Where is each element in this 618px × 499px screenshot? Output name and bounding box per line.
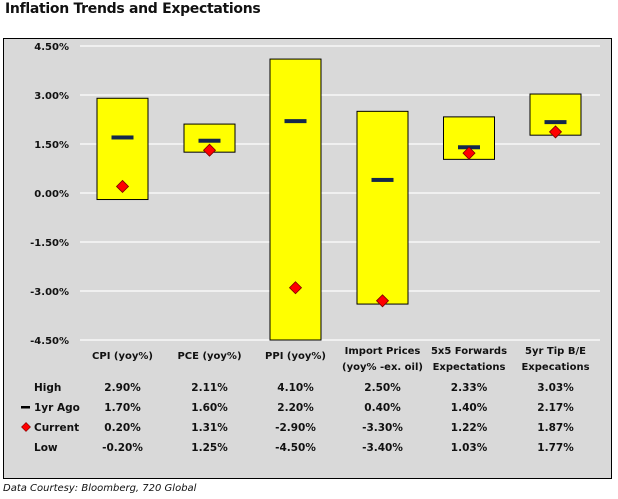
table-cell: 3.03% (537, 382, 574, 394)
y-tick-label: -1.50% (30, 238, 69, 249)
category-label: Expecations (521, 362, 589, 373)
year-ago-marker (111, 135, 134, 140)
table-row-label: Current (34, 422, 79, 434)
current-legend-icon (21, 422, 31, 432)
table-cell: 1.87% (537, 422, 574, 434)
current-marker (288, 281, 303, 295)
table-cell: 1.31% (191, 422, 228, 434)
year-ago-marker (371, 177, 394, 182)
category-label: 5x5 Forwards (431, 346, 507, 357)
table-cell: 0.40% (364, 402, 401, 414)
chart-title: Inflation Trends and Expectations (5, 1, 261, 17)
table-cell: 1.22% (451, 422, 488, 434)
category-label: PPI (yoy%) (265, 351, 326, 362)
table-cell: 2.90% (104, 382, 141, 394)
category-label: PCE (yoy%) (177, 351, 241, 362)
table-cell: 1.70% (104, 402, 141, 414)
category-label: (yoy% -ex. oil) (342, 362, 423, 373)
category-label: Import Prices (345, 346, 421, 357)
range-box (269, 58, 322, 341)
table-cell: -0.20% (102, 442, 143, 454)
table-cell: 2.11% (191, 382, 228, 394)
source-footer: Data Courtesy: Bloomberg, 720 Global (3, 483, 197, 494)
table-cell: 1.77% (537, 442, 574, 454)
table-row-label: 1yr Ago (34, 402, 80, 414)
y-tick-label: 0.00% (34, 189, 69, 200)
current-marker (548, 125, 563, 139)
y-tick-label: -3.00% (30, 287, 69, 298)
year-ago-marker (284, 119, 307, 124)
table-cell: -3.30% (362, 422, 403, 434)
current-marker (375, 294, 390, 308)
y-tick-label: 3.00% (34, 91, 69, 102)
current-marker (202, 143, 217, 157)
table-cell: 1.40% (451, 402, 488, 414)
table-cell: -4.50% (275, 442, 316, 454)
table-cell: 1.03% (451, 442, 488, 454)
category-label: CPI (yoy%) (92, 351, 153, 362)
year-ago-marker (544, 120, 567, 125)
y-tick-label: -4.50% (30, 336, 69, 347)
year-ago-legend-icon (21, 406, 30, 409)
table-cell: 0.20% (104, 422, 141, 434)
table-cell: 2.20% (277, 402, 314, 414)
category-label: Expectations (433, 362, 506, 373)
table-row-label: High (34, 382, 61, 394)
year-ago-marker (198, 138, 221, 143)
table-cell: -2.90% (275, 422, 316, 434)
table-cell: 1.25% (191, 442, 228, 454)
category-label: 5yr Tip B/E (525, 346, 586, 357)
table-row-label: Low (34, 442, 58, 454)
current-marker (462, 146, 476, 160)
y-tick-label: 1.50% (34, 140, 69, 151)
table-cell: 4.10% (277, 382, 314, 394)
table-cell: 2.33% (451, 382, 488, 394)
y-tick-label: 4.50% (34, 42, 69, 53)
range-box (356, 110, 409, 305)
table-cell: -3.40% (362, 442, 403, 454)
current-marker (115, 179, 130, 194)
table-cell: 2.17% (537, 402, 574, 414)
table-cell: 1.60% (191, 402, 228, 414)
table-cell: 2.50% (364, 382, 401, 394)
